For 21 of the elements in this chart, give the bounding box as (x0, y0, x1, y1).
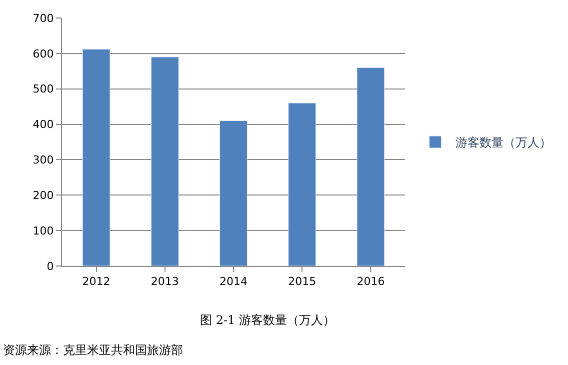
bar (356, 67, 385, 266)
y-tick-label: 400 (32, 118, 54, 132)
bar (288, 102, 316, 266)
y-tick-label: 300 (32, 154, 54, 167)
y-tick-label: 500 (32, 82, 54, 96)
y-tick-label: 200 (32, 188, 54, 202)
bar (82, 48, 110, 266)
x-tick-label: 2013 (150, 275, 179, 288)
legend-label: 游客数量（万人） (455, 136, 552, 150)
x-tick-label: 2015 (288, 275, 316, 288)
text: 资源来源：克里米亚共和国旅游部 (3, 343, 183, 357)
x-tick-label: 2016 (356, 275, 385, 288)
x-tick-label: 2012 (82, 275, 110, 288)
y-tick-label: 0 (46, 260, 54, 273)
y-tick-label: 600 (32, 47, 54, 60)
bar (150, 56, 179, 266)
caption: 图 2-1 游客数量（万人） (200, 313, 335, 327)
y-tick-label: 700 (32, 12, 54, 25)
x-tick-label: 2014 (220, 275, 248, 288)
bar (220, 120, 248, 266)
y-tick-label: 100 (32, 224, 54, 238)
